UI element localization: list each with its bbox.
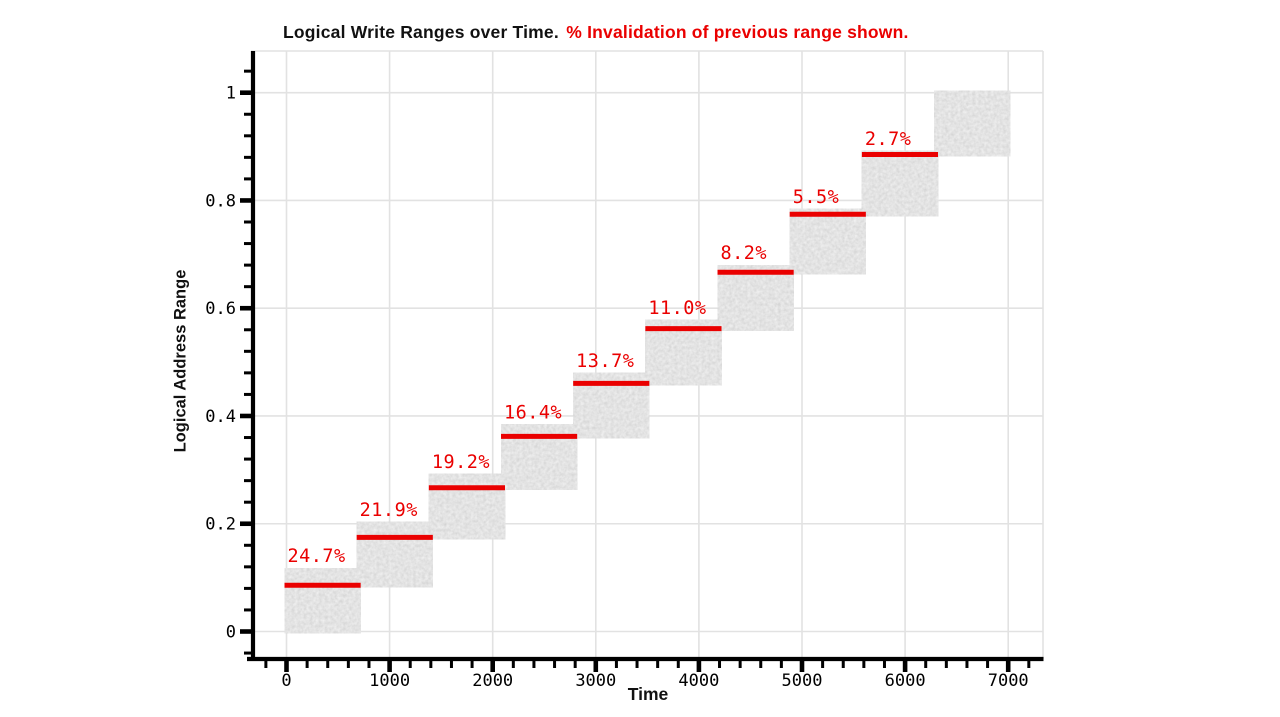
invalidation-label: 13.7% — [576, 351, 634, 372]
chart-title-main: Logical Write Ranges over Time. — [283, 22, 559, 42]
write-range-rect — [861, 150, 939, 217]
write-range-rect — [934, 90, 1011, 157]
y-tick-label: 0.8 — [205, 191, 236, 211]
x-tick-label: 3000 — [575, 671, 616, 691]
invalidation-label: 24.7% — [288, 546, 346, 567]
y-tick-label: 0.4 — [205, 407, 236, 427]
y-tick-label: 0.6 — [205, 299, 236, 319]
x-tick-label: 4000 — [678, 671, 719, 691]
chart-title-note: % Invalidation of previous range shown. — [566, 22, 909, 42]
x-tick-label: 7000 — [988, 671, 1029, 691]
x-tick-label: 6000 — [885, 671, 926, 691]
write-range-rect — [356, 521, 433, 588]
invalidation-label: 21.9% — [360, 500, 418, 521]
y-tick-label: 0.2 — [205, 515, 236, 535]
invalidation-label: 8.2% — [721, 243, 768, 264]
write-range-rect — [717, 265, 794, 331]
write-range-rect — [284, 568, 361, 634]
x-tick-label: 0 — [281, 671, 291, 691]
x-tick-label: 1000 — [369, 671, 410, 691]
invalidation-label: 5.5% — [793, 187, 840, 208]
y-tick-label: 0 — [226, 623, 236, 643]
invalidation-label: 16.4% — [504, 402, 562, 423]
y-axis-label: Logical Address Range — [171, 269, 190, 453]
x-tick-label: 2000 — [472, 671, 513, 691]
y-tick-label: 1 — [226, 84, 236, 104]
write-range-rect — [789, 208, 866, 275]
x-axis-label: Time — [627, 684, 669, 704]
write-range-rect — [428, 473, 506, 540]
invalidation-label: 19.2% — [432, 452, 490, 473]
x-tick-label: 5000 — [782, 671, 823, 691]
invalidation-label: 2.7% — [865, 129, 912, 150]
chart-title: Logical Write Ranges over Time. % Invalid… — [283, 22, 909, 43]
invalidation-label: 11.0% — [648, 298, 706, 319]
